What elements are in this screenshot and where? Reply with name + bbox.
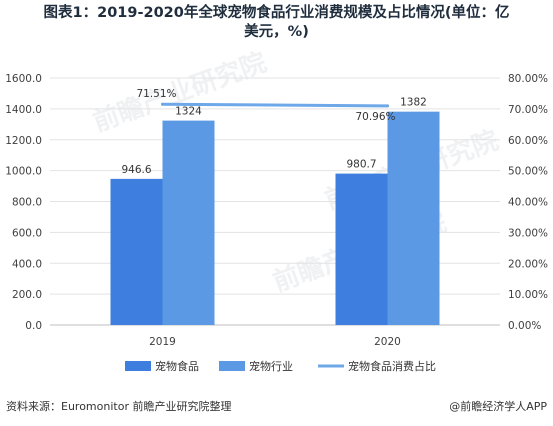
left-tick-label: 200.0	[12, 289, 42, 301]
right-axis-ticks: 0.00% 10.00% 20.00% 30.00% 40.00% 50.00% 60.00…	[508, 73, 548, 332]
bars	[110, 111, 440, 325]
right-tick-label: 0.00%	[508, 320, 541, 332]
chart-title-line1: 图表1：2019-2020年全球宠物食品行业消费规模及占比情况(单位：亿	[43, 5, 510, 21]
legend-label: 宠物食品消费占比	[348, 359, 436, 373]
right-tick-label: 10.00%	[508, 289, 548, 301]
left-tick-label: 1200.0	[5, 135, 42, 147]
left-tick-label: 400.0	[12, 258, 42, 270]
right-tick-label: 30.00%	[508, 227, 548, 239]
left-axis-ticks: 0.0 200.0 400.0 600.0 800.0 1000.0 1200.0 1400.…	[5, 73, 42, 332]
right-tick-label: 70.00%	[508, 104, 548, 116]
bar	[110, 178, 163, 325]
ratio-line	[161, 102, 389, 108]
bar-value-label: 980.7	[346, 159, 376, 171]
left-tick-label: 600.0	[12, 227, 42, 239]
left-tick-label: 1400.0	[5, 104, 42, 116]
legend-label: 宠物食品	[155, 359, 199, 373]
left-tick-label: 800.0	[12, 197, 42, 209]
ratio-point	[161, 102, 164, 106]
left-tick-label: 1600.0	[5, 73, 42, 85]
ratio-point	[386, 104, 389, 108]
bar	[162, 120, 215, 325]
right-tick-label: 20.00%	[508, 258, 548, 270]
legend-swatch	[125, 361, 151, 371]
data-labels: 946.6 1324 980.7 1382 71.51% 70.96%	[121, 88, 426, 176]
ratio-value-label: 70.96%	[355, 111, 395, 123]
x-tick-label: 2020	[374, 336, 401, 348]
footer: 资料来源：Euromonitor 前瞻产业研究院整理 @前瞻经济学人APP	[6, 398, 547, 416]
bar-value-label: 1382	[400, 97, 427, 109]
right-tick-label: 50.00%	[508, 166, 548, 178]
x-tick-label: 2019	[149, 336, 176, 348]
ratio-series-line	[161, 102, 389, 108]
chart-title: 图表1：2019-2020年全球宠物食品行业消费规模及占比情况(单位：亿 美元，…	[0, 4, 553, 42]
legend-swatch	[219, 361, 245, 371]
bar-value-label: 946.6	[121, 164, 151, 176]
right-tick-label: 40.00%	[508, 197, 548, 209]
bar	[387, 111, 440, 325]
ratio-value-label: 71.51%	[136, 88, 176, 100]
bar-value-label: 1324	[175, 106, 202, 118]
legend-label: 宠物行业	[249, 359, 293, 373]
left-tick-label: 0.0	[25, 320, 42, 332]
left-tick-label: 1000.0	[5, 166, 42, 178]
chart-title-line2: 美元，%)	[244, 24, 309, 40]
bar	[335, 173, 388, 325]
x-axis-ticks: 2019 2020	[149, 336, 401, 348]
right-tick-label: 80.00%	[508, 73, 548, 85]
source-note: 资料来源：Euromonitor 前瞻产业研究院整理	[6, 400, 232, 413]
brand-note: @前瞻经济学人APP	[449, 400, 547, 413]
right-tick-label: 60.00%	[508, 135, 548, 147]
legend: 宠物食品 宠物行业 宠物食品消费占比	[125, 359, 436, 373]
